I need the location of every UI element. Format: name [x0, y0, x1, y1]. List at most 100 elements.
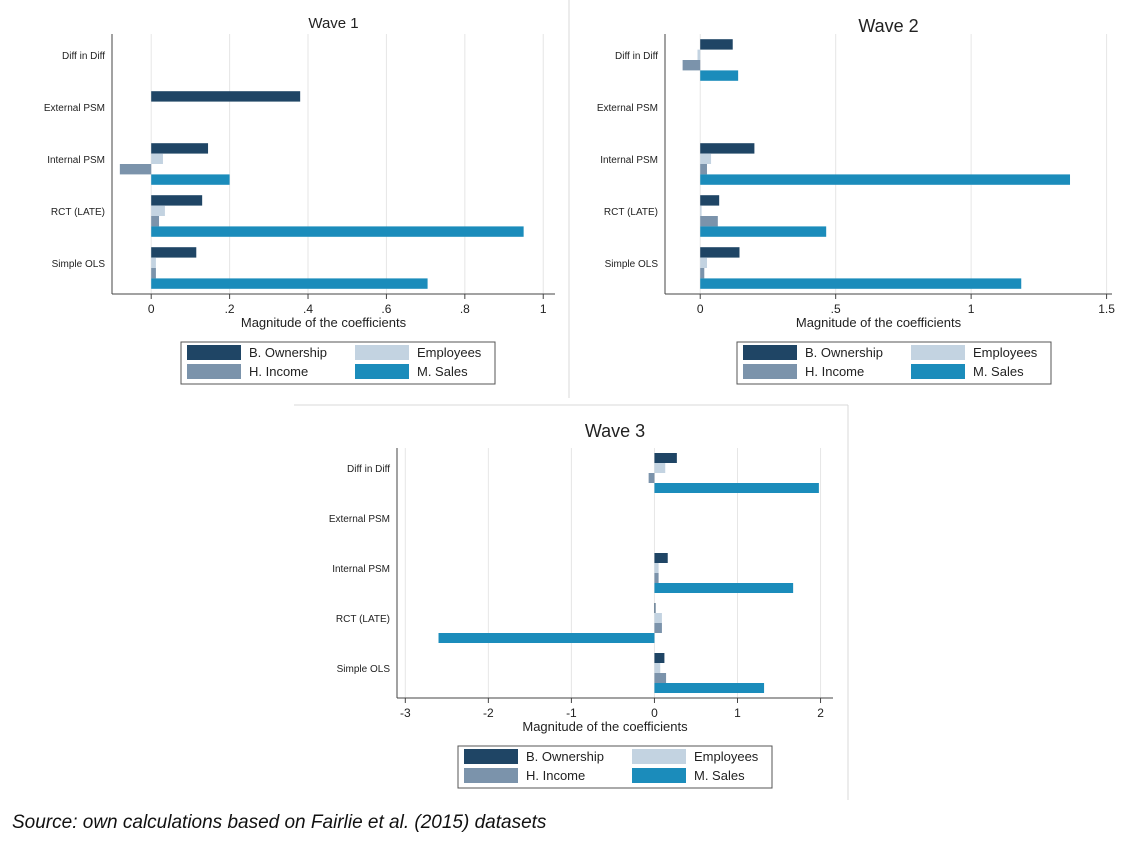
legend-swatch [911, 364, 965, 379]
bar [151, 278, 428, 289]
x-tick-label: 2 [817, 706, 824, 720]
legend-label: H. Income [249, 364, 308, 379]
bar [151, 91, 301, 102]
bar [151, 143, 209, 154]
bar [700, 174, 1071, 185]
bar [151, 174, 230, 185]
x-tick-label: -3 [400, 706, 411, 720]
bar [700, 226, 827, 237]
x-tick-label: .6 [381, 302, 391, 316]
bar [700, 70, 739, 81]
legend-swatch [187, 345, 241, 360]
bar [654, 613, 662, 623]
legend-swatch [743, 345, 797, 360]
bar [438, 633, 655, 643]
bar [151, 205, 165, 216]
category-label: RCT (LATE) [604, 207, 658, 218]
category-label: Internal PSM [600, 155, 658, 166]
category-label: RCT (LATE) [51, 207, 105, 218]
bar [654, 683, 765, 693]
chart-title: Wave 3 [585, 421, 645, 441]
bar [700, 153, 712, 164]
bar [151, 257, 156, 268]
x-tick-label: 1.5 [1098, 302, 1115, 316]
source-caption: Source: own calculations based on Fairli… [12, 812, 547, 833]
bar [151, 216, 160, 227]
x-axis-label: Magnitude of the coefficients [796, 315, 962, 330]
legend-label: Employees [694, 749, 759, 764]
legend-swatch [464, 749, 518, 764]
bar [654, 623, 662, 633]
x-tick-label: 1 [734, 706, 741, 720]
bar [151, 226, 524, 237]
bar [151, 247, 197, 258]
category-label: Internal PSM [47, 155, 105, 166]
category-label: External PSM [329, 514, 390, 525]
legend-label: M. Sales [973, 364, 1024, 379]
chart-title: Wave 2 [858, 16, 918, 36]
x-tick-label: .4 [303, 302, 313, 316]
category-label: Internal PSM [332, 564, 390, 575]
category-label: RCT (LATE) [336, 614, 390, 625]
bar [700, 247, 740, 258]
wave-2-chart: Wave 2 0 .5 1 1.5 Magnitude of the coefficien… [597, 16, 1115, 385]
x-tick-label: 0 [148, 302, 155, 316]
bar [654, 603, 656, 613]
x-tick-label: -1 [566, 706, 577, 720]
bar [119, 164, 152, 175]
legend-label: B. Ownership [805, 345, 883, 360]
legend-swatch [632, 768, 686, 783]
chart-title: Wave 1 [308, 15, 358, 32]
x-tick-label: 1 [540, 302, 547, 316]
bar [654, 563, 659, 573]
x-tick-label: .8 [460, 302, 470, 316]
x-axis-label: Magnitude of the coefficients [522, 719, 688, 734]
bar [682, 60, 701, 71]
x-axis-label: Magnitude of the coefficients [241, 315, 407, 330]
legend-swatch [355, 345, 409, 360]
bar [700, 195, 720, 206]
category-label: Simple OLS [337, 664, 391, 675]
bar [700, 268, 705, 279]
legend-label: Employees [417, 345, 482, 360]
category-label: Simple OLS [52, 259, 106, 270]
bar [654, 583, 794, 593]
legend-swatch [911, 345, 965, 360]
legend-label: B. Ownership [526, 749, 604, 764]
x-tick-label: 1 [968, 302, 975, 316]
bar [700, 205, 702, 216]
wave-3-chart: Wave 3 -3 -2 -1 0 1 2 Magnitude of the coeffici… [329, 421, 833, 789]
category-label: Simple OLS [605, 259, 659, 270]
bar [654, 483, 819, 493]
bar [654, 463, 666, 473]
bar [654, 653, 665, 663]
bar [700, 143, 755, 154]
bar [700, 278, 1022, 289]
legend-label: H. Income [805, 364, 864, 379]
bar [648, 473, 655, 483]
bar [697, 49, 701, 60]
category-label: External PSM [597, 103, 658, 114]
bar [700, 39, 733, 50]
legend-label: M. Sales [417, 364, 468, 379]
legend-label: M. Sales [694, 768, 745, 783]
bar [151, 195, 203, 206]
x-tick-label: .2 [225, 302, 235, 316]
bar [654, 453, 677, 463]
bar [151, 268, 156, 279]
category-label: Diff in Diff [347, 464, 390, 475]
bar [654, 673, 667, 683]
x-tick-label: -2 [483, 706, 494, 720]
legend-swatch [187, 364, 241, 379]
legend-swatch [355, 364, 409, 379]
bar [151, 153, 163, 164]
wave-1-chart: Wave 1 0 .2 .4 .6 .8 1 Magnitude of the coeffic… [44, 15, 555, 385]
category-label: Diff in Diff [615, 51, 658, 62]
legend-swatch [743, 364, 797, 379]
category-label: External PSM [44, 103, 105, 114]
bar [700, 216, 718, 227]
legend-swatch [464, 768, 518, 783]
category-label: Diff in Diff [62, 51, 105, 62]
bar [700, 257, 707, 268]
